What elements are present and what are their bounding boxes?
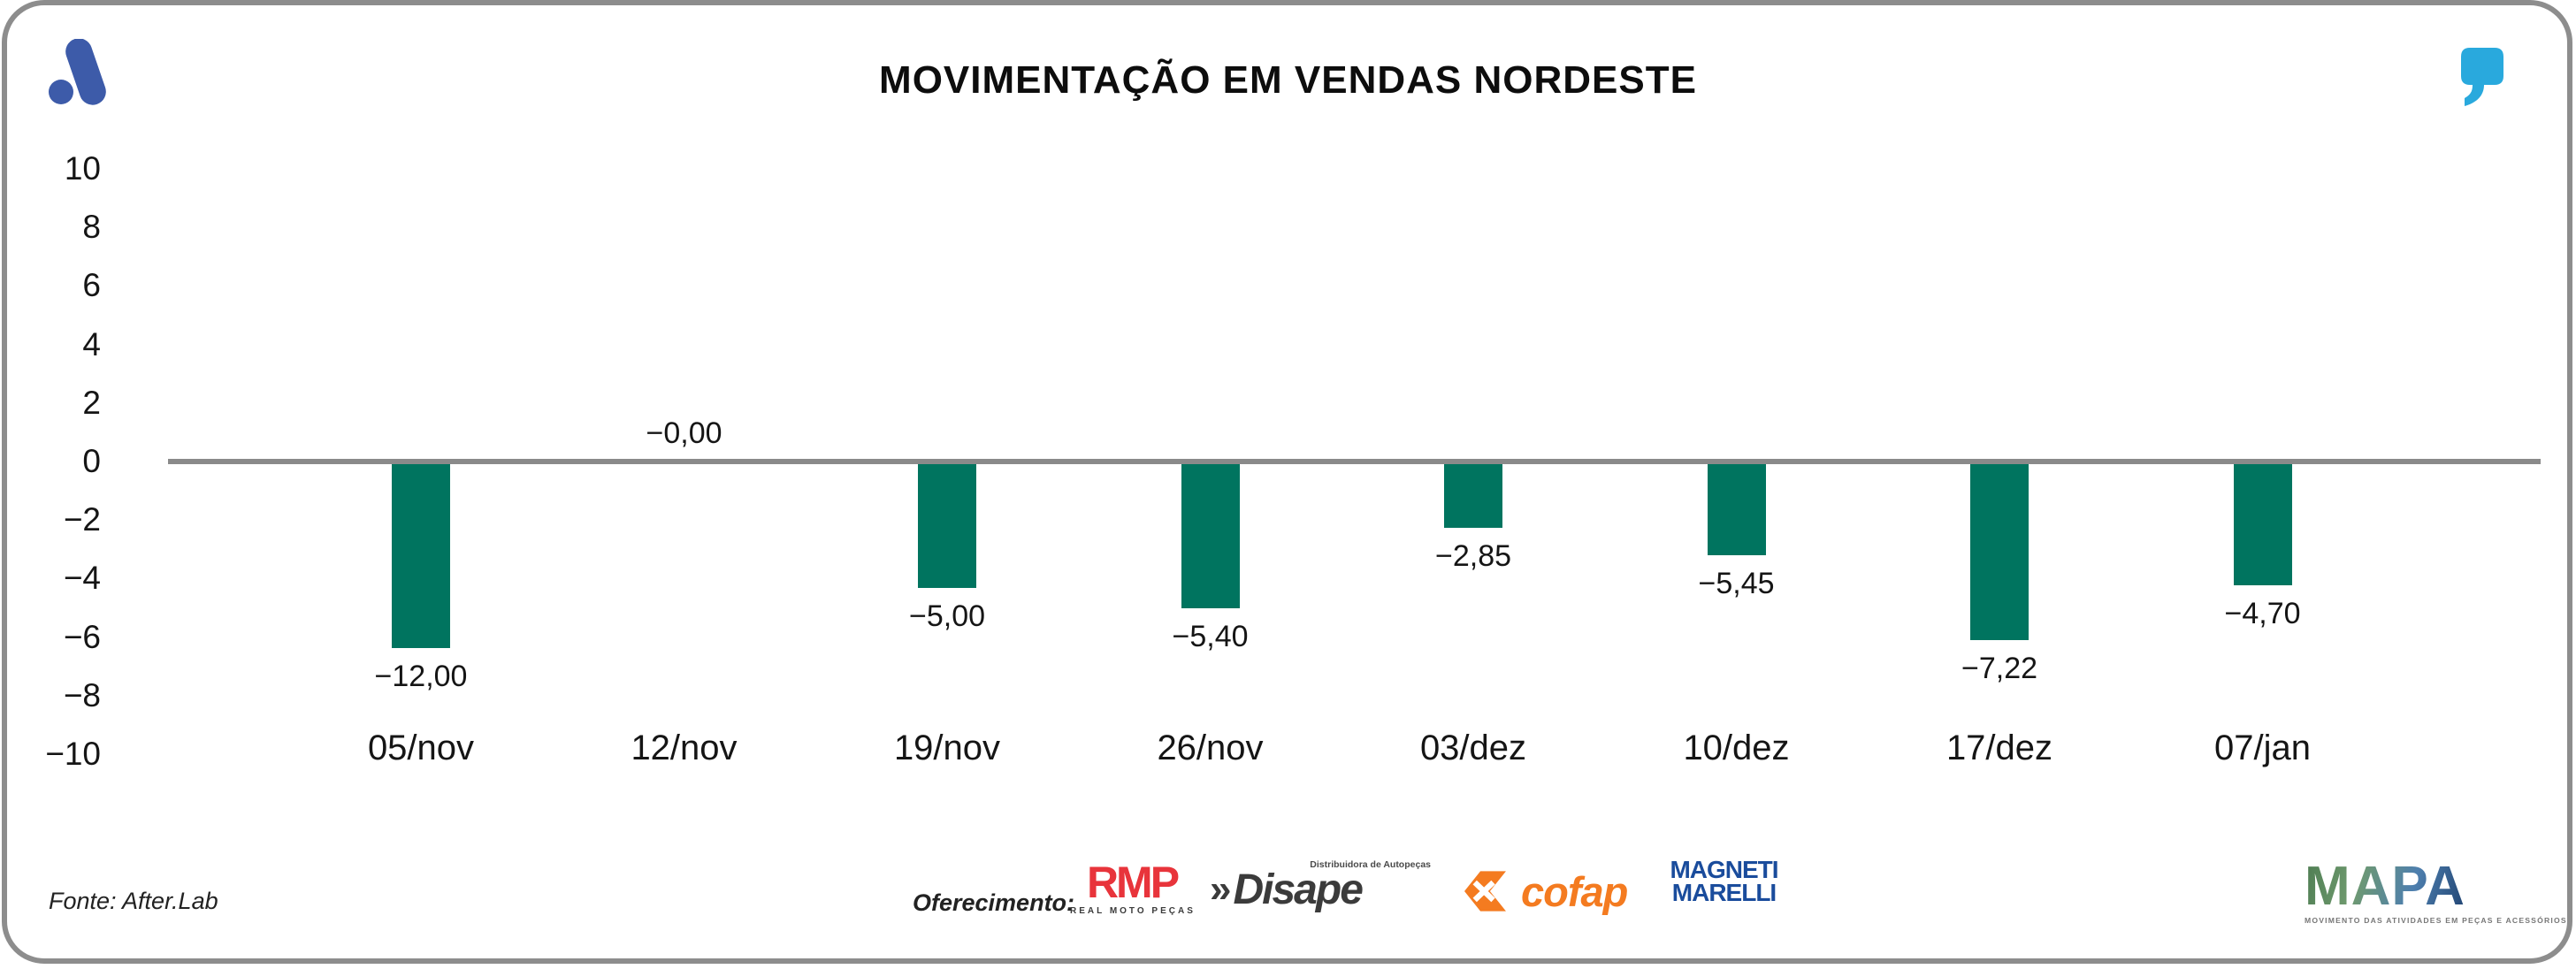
bar-value-label: −4,70: [2224, 597, 2301, 630]
mapa-caption: MOVIMENTO DAS ATIVIDADES EM PEÇAS E ACES…: [2305, 916, 2567, 925]
rmp-logo: RMP REAL MOTO PEÇAS: [1070, 858, 1196, 916]
y-tick-label: −4: [63, 560, 101, 597]
y-tick-label: 4: [82, 325, 101, 362]
x-axis-label: 03/dez: [1419, 729, 1527, 767]
x-axis-label: 26/nov: [1157, 729, 1264, 767]
y-tick-label: 2: [82, 384, 101, 421]
bar-value-label: −5,45: [1698, 567, 1775, 600]
bar: [1181, 464, 1240, 608]
x-axis-label: 05/nov: [367, 729, 475, 767]
bar-value-label: −2,85: [1434, 539, 1512, 573]
x-axis-label: 17/dez: [1945, 729, 2053, 767]
bar-value-label: −5,00: [908, 599, 986, 633]
afterlab-logo-icon: [49, 39, 106, 105]
bar: [1970, 464, 2029, 640]
magneti-marelli-logo: MAGNETI MARELLI: [1655, 856, 1792, 906]
magneti-line1: MAGNETI: [1670, 856, 1778, 883]
magneti-line2: MARELLI: [1671, 879, 1777, 906]
x-axis-label: 19/nov: [893, 729, 1001, 767]
bar: [918, 464, 976, 588]
y-tick-label: 0: [82, 443, 101, 479]
quote-mark-icon: [2461, 48, 2503, 106]
x-axis-label: 07/jan: [2214, 729, 2311, 767]
y-tick-label: −8: [63, 676, 101, 713]
disape-chevrons-icon: »: [1210, 867, 1232, 911]
y-tick-label: −10: [45, 736, 101, 772]
bar-value-label: −0,00: [646, 416, 722, 450]
mapa-logo: MAPA MOVIMENTO DAS ATIVIDADES EM PEÇAS E…: [2305, 859, 2567, 926]
cofap-wordmark: cofap: [1521, 867, 1628, 915]
y-tick-label: −6: [63, 618, 101, 655]
cofap-logo: cofap: [1464, 867, 1628, 915]
rmp-caption: REAL MOTO PEÇAS: [1070, 906, 1196, 916]
bar: [392, 464, 450, 648]
bar: [1444, 464, 1502, 528]
disape-wordmark: Disape: [1233, 866, 1363, 913]
mapa-wordmark: MAPA: [2305, 859, 2490, 914]
bar-value-label: −12,00: [374, 660, 468, 693]
bar-value-label: −7,22: [1961, 652, 2038, 685]
chart-title: MOVIMENTAÇÃO EM VENDAS NORDESTE: [879, 58, 1697, 102]
cofap-arrow-icon: [1464, 871, 1506, 912]
sponsor-label: Oferecimento:: [913, 889, 1075, 916]
rmp-wordmark: RMP: [1086, 858, 1180, 907]
y-tick-label: 10: [64, 150, 101, 187]
y-tick-label: −2: [63, 501, 101, 538]
source-note: Fonte: After.Lab: [49, 888, 218, 914]
bar: [2233, 464, 2292, 585]
y-tick-label: 6: [82, 267, 101, 304]
bar-value-label: −5,40: [1172, 620, 1249, 653]
zero-axis-line: [168, 459, 2541, 464]
disape-logo: Distribuidora de Autopeças » Disape: [1210, 859, 1440, 913]
x-axis-label: 10/dez: [1683, 729, 1790, 767]
bar: [1707, 464, 1766, 555]
disape-caption: Distribuidora de Autopeças: [1310, 859, 1431, 870]
y-tick-label: 8: [82, 209, 101, 246]
x-axis-label: 12/nov: [631, 729, 738, 767]
